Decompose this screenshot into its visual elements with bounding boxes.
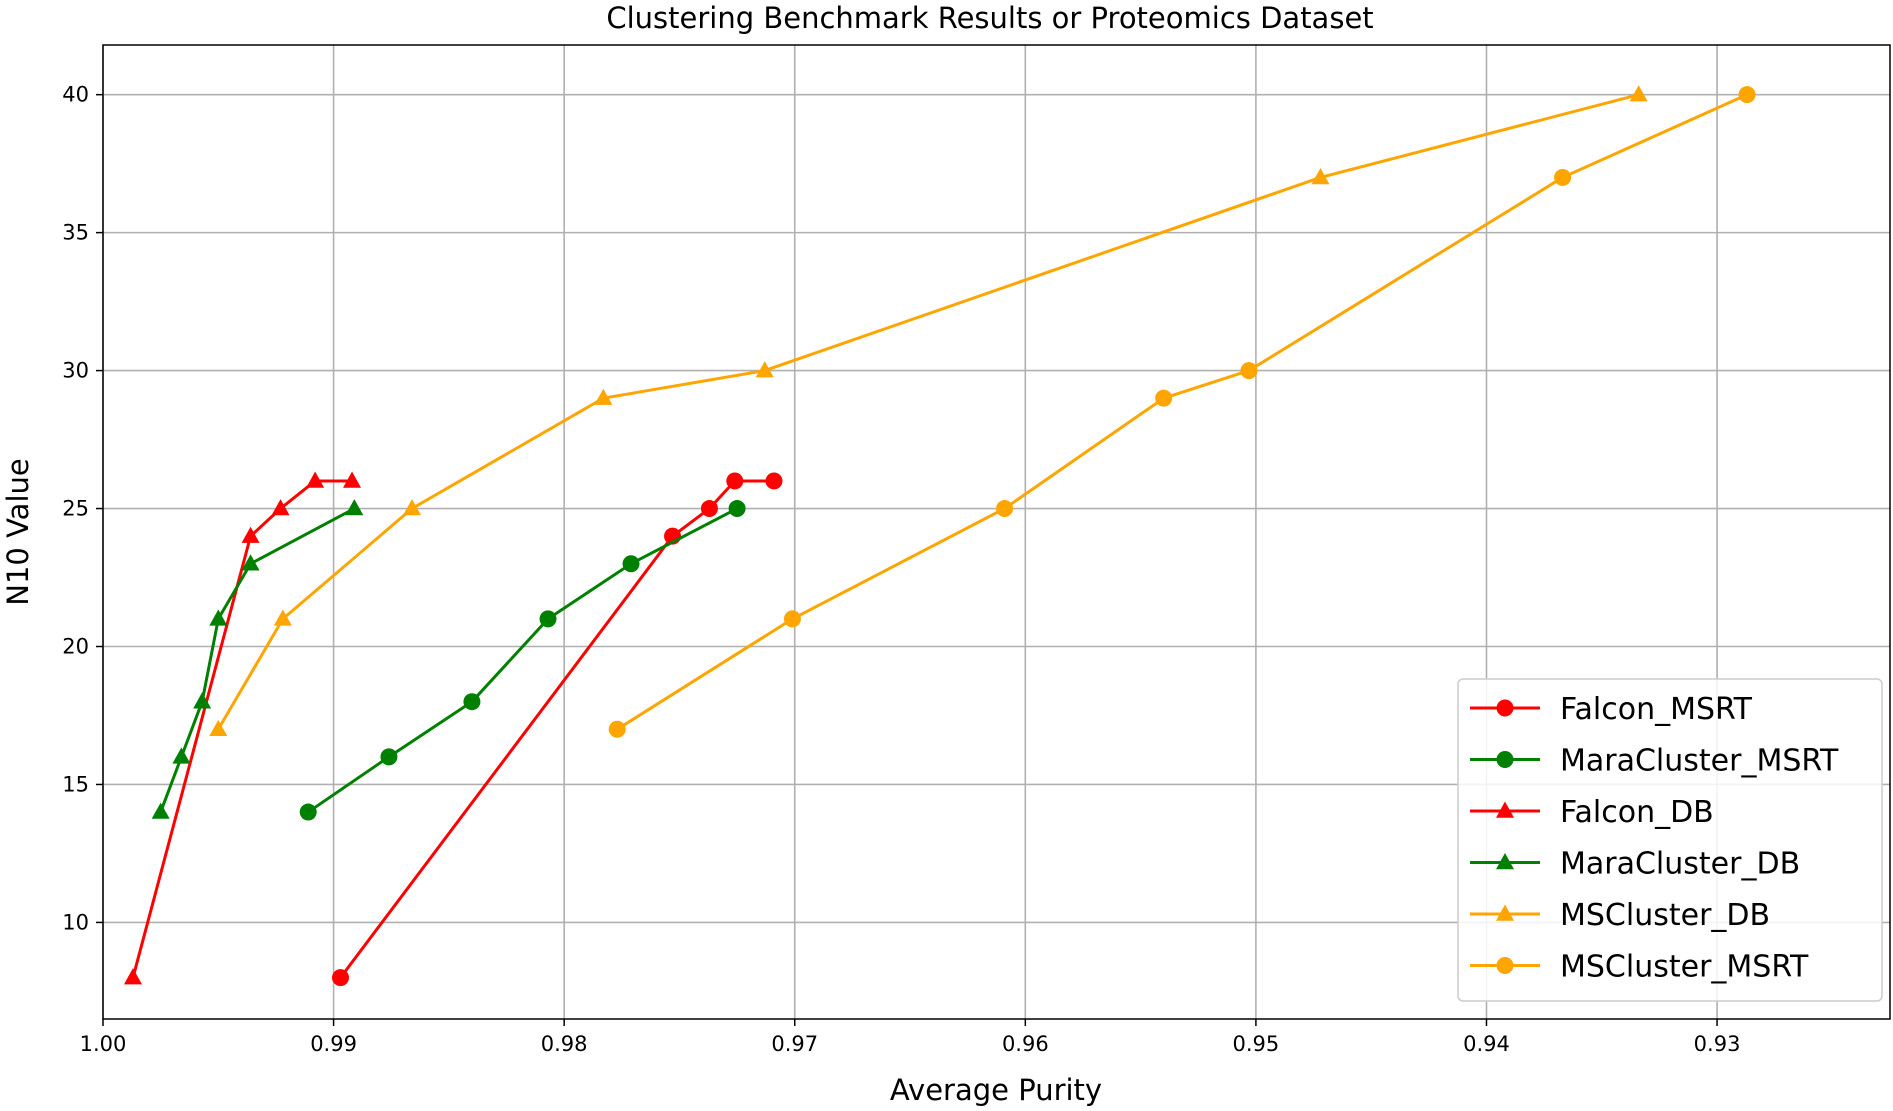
legend-marker-falcon-db — [1496, 801, 1514, 818]
y-tick-label: 15 — [62, 772, 89, 796]
y-tick-label: 30 — [62, 359, 89, 383]
series-line-maracluster-db — [159, 507, 356, 813]
series-maracluster-db — [151, 499, 364, 819]
data-point-mscluster-msrt — [1738, 86, 1756, 104]
x-tick-label: 0.96 — [1002, 1032, 1049, 1056]
data-point-falcon-msrt — [700, 500, 718, 518]
data-point-falcon-msrt — [331, 969, 349, 987]
series-mscluster-db — [209, 85, 1648, 737]
chart-title: Clustering Benchmark Results or Proteomi… — [606, 1, 1373, 35]
legend-marker-falcon-msrt — [1496, 699, 1514, 717]
series-line-falcon-msrt — [339, 479, 774, 979]
x-tick-label: 0.97 — [771, 1032, 818, 1056]
data-point-falcon-db — [343, 471, 362, 488]
legend-marker-maracluster-db — [1496, 853, 1514, 870]
series-maracluster-msrt — [299, 500, 746, 821]
x-axis-label: Average Purity — [890, 1073, 1102, 1107]
legend-marker-mscluster-db — [1496, 904, 1514, 921]
data-point-mscluster-db — [402, 499, 421, 516]
data-point-mscluster-msrt — [1554, 168, 1572, 186]
series-layer — [123, 85, 1756, 987]
data-point-maracluster-msrt — [380, 748, 398, 766]
x-tick-label: 1.00 — [80, 1032, 127, 1056]
data-point-mscluster-db — [1311, 167, 1330, 185]
legend-box — [1457, 678, 1883, 1002]
data-point-mscluster-db — [755, 361, 774, 378]
x-tick-label: 0.99 — [310, 1032, 357, 1056]
series-falcon-db — [123, 471, 362, 985]
data-point-maracluster-db — [209, 609, 228, 626]
data-point-maracluster-msrt — [463, 693, 481, 711]
data-point-maracluster-msrt — [622, 555, 640, 573]
series-line-falcon-db — [131, 479, 353, 978]
data-point-maracluster-msrt — [299, 803, 317, 821]
legend-label-falcon-db: Falcon_DB — [1560, 795, 1714, 830]
series-mscluster-msrt — [608, 86, 1756, 738]
legend-marker-maracluster-msrt — [1496, 751, 1514, 768]
data-point-mscluster-db — [1629, 85, 1648, 102]
y-tick-label: 40 — [62, 83, 89, 107]
data-point-maracluster-db — [151, 802, 170, 819]
data-point-falcon-db — [271, 499, 290, 516]
legend-label-maracluster-msrt: MaraCluster_MSRT — [1560, 744, 1839, 779]
data-point-mscluster-db — [594, 388, 613, 405]
legend-marker-mscluster-msrt — [1496, 957, 1514, 974]
y-tick-label: 20 — [62, 635, 89, 659]
y-tick-label: 35 — [62, 221, 89, 245]
data-point-falcon-db — [306, 471, 325, 488]
data-point-maracluster-db — [345, 499, 364, 516]
data-point-maracluster-msrt — [539, 610, 557, 628]
data-point-falcon-db — [241, 526, 260, 543]
x-tick-label: 0.94 — [1463, 1032, 1510, 1056]
series-line-maracluster-msrt — [307, 507, 738, 814]
data-point-mscluster-msrt — [996, 500, 1014, 518]
data-point-mscluster-msrt — [783, 610, 801, 628]
legend: Falcon_MSRT MaraCluster_MSRT Falcon_DB Mara… — [1457, 678, 1883, 1002]
data-point-maracluster-msrt — [728, 500, 746, 518]
data-point-falcon-msrt — [726, 472, 744, 490]
legend-label-mscluster-db: MSCluster_DB — [1560, 898, 1770, 933]
data-point-maracluster-db — [193, 692, 212, 709]
series-line-mscluster-db — [216, 93, 1640, 731]
legend-label-falcon-msrt: Falcon_MSRT — [1560, 692, 1753, 727]
data-point-mscluster-msrt — [608, 720, 626, 738]
x-tick-label: 0.95 — [1233, 1032, 1280, 1056]
legend-label-mscluster-msrt: MSCluster_MSRT — [1560, 950, 1809, 985]
y-tick-label: 10 — [62, 910, 89, 934]
data-point-falcon-db — [123, 968, 142, 985]
x-tick-label: 0.98 — [541, 1032, 588, 1056]
y-axis-label: N10 Value — [1, 458, 35, 605]
data-point-maracluster-db — [241, 554, 260, 571]
plot-area — [102, 44, 1891, 1020]
legend-label-maracluster-db: MaraCluster_DB — [1560, 847, 1800, 882]
data-point-mscluster-db — [273, 609, 292, 626]
data-point-mscluster-msrt — [1240, 362, 1258, 380]
y-axis: 10 15 20 25 30 35 40 — [62, 83, 103, 934]
series-falcon-msrt — [331, 472, 783, 987]
data-point-mscluster-msrt — [1155, 389, 1173, 407]
data-point-falcon-msrt — [765, 472, 783, 490]
data-point-mscluster-db — [209, 719, 228, 737]
y-tick-label: 25 — [62, 497, 89, 521]
x-tick-label: 0.93 — [1694, 1032, 1741, 1056]
series-line-mscluster-msrt — [616, 93, 1748, 731]
x-axis: 1.00 0.99 0.98 0.97 0.96 0.95 0.94 0.93 — [80, 1019, 1741, 1056]
data-point-maracluster-db — [172, 747, 191, 764]
